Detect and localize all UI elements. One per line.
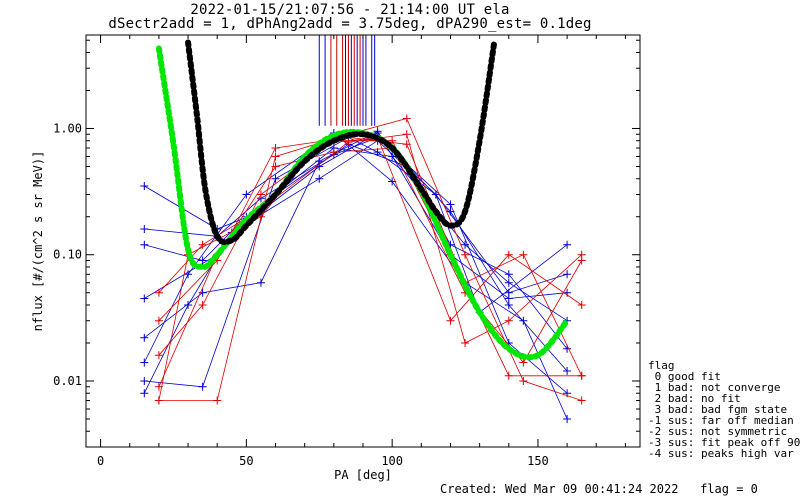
red-point	[154, 316, 163, 325]
legend-title: flag	[648, 359, 675, 372]
blue-series-line	[144, 136, 568, 394]
red-point	[577, 300, 586, 309]
red-point	[504, 371, 513, 380]
y-axis-label: nflux [#/(cm^2 s sr MeV)]	[31, 151, 45, 332]
blue-point	[563, 240, 572, 249]
y-tick-label: 0.01	[53, 374, 82, 388]
blue-series-line	[144, 143, 568, 350]
red-point	[577, 371, 586, 380]
red-point	[213, 396, 222, 405]
chart-subtitle: dSectr2add = 1, dPhAng2add = 3.75deg, dP…	[108, 16, 592, 32]
red-point	[256, 190, 265, 199]
blue-point	[504, 270, 513, 279]
chart-title: 2022-01-15/21:07:56 - 21:14:00 UT ela	[190, 2, 510, 18]
blue-point	[373, 148, 382, 157]
blue-point	[446, 200, 455, 209]
blue-point	[563, 414, 572, 423]
blue-point	[140, 240, 149, 249]
legend-entry: 1 bad: not converge	[648, 381, 781, 394]
red-point	[461, 250, 470, 259]
legend-entry: 0 good fit	[648, 370, 721, 383]
x-tick-label: 150	[527, 454, 549, 468]
red-point	[198, 240, 207, 249]
blue-point	[140, 294, 149, 303]
blue-point	[140, 389, 149, 398]
red-point	[577, 396, 586, 405]
x-tick-label: 100	[381, 454, 403, 468]
blue-point	[140, 358, 149, 367]
blue-point	[563, 270, 572, 279]
red-point	[461, 338, 470, 347]
red-series-line	[158, 136, 582, 401]
legend-entry: -3 sus: fit peak off 90	[648, 436, 800, 449]
y-tick-label: 0.10	[53, 248, 82, 262]
red-point	[154, 382, 163, 391]
blue-point	[256, 278, 265, 287]
blue-point	[315, 174, 324, 183]
red-point	[504, 250, 513, 259]
legend-entry: -4 sus: peaks high var	[648, 447, 794, 460]
flag-legend: flag 0 good fit 1 bad: not converge 2 ba…	[648, 360, 800, 459]
blue-point	[431, 190, 440, 199]
red-point	[271, 152, 280, 161]
red-point	[271, 162, 280, 171]
legend-entry: -2 sus: not symmetric	[648, 425, 788, 438]
red-point	[446, 316, 455, 325]
x-tick-label: 50	[239, 454, 253, 468]
red-point	[504, 316, 513, 325]
blue-point	[184, 300, 193, 309]
red-point	[519, 358, 528, 367]
blue-point	[519, 316, 528, 325]
red-point	[154, 351, 163, 360]
blue-point	[184, 270, 193, 279]
red-point	[198, 300, 207, 309]
red-series-line	[158, 118, 582, 401]
blue-point	[461, 240, 470, 249]
red-point	[344, 138, 353, 147]
red-point	[388, 136, 397, 145]
x-axis-label: PA [deg]	[334, 468, 392, 482]
blue-series-line	[144, 147, 568, 322]
blue-series-line	[144, 132, 568, 372]
footer-created: Created: Wed Mar 09 00:41:24 2022 flag =…	[440, 482, 758, 496]
red-series-line	[158, 140, 582, 377]
blue-series-line	[143, 140, 568, 394]
blue-point	[198, 382, 207, 391]
blue-point	[140, 333, 149, 342]
red-point	[154, 396, 163, 405]
fit-curves	[155, 39, 571, 361]
black-fit-curve	[185, 39, 498, 246]
x-tick-label: 0	[97, 454, 104, 468]
red-point	[329, 148, 338, 157]
red-point	[154, 288, 163, 297]
green-fit-curve	[155, 45, 571, 361]
axes: 0 50 100 150 1.00 0.10 0.01 PA [deg] nflux [#/(c…	[31, 34, 641, 482]
legend-entry: 2 bad: no fit	[648, 392, 741, 405]
blue-series-line	[143, 132, 568, 420]
blue-series-line	[144, 130, 568, 339]
blue-point	[140, 224, 149, 233]
red-series-line	[158, 136, 583, 376]
legend-entry: 3 bad: bad fgm state	[648, 403, 788, 416]
red-point	[577, 250, 586, 259]
legend-entry: -1 sus: far off median	[648, 414, 794, 427]
red-point	[402, 114, 411, 123]
y-tick-label: 1.00	[53, 121, 82, 135]
blue-point	[271, 174, 280, 183]
blue-series-line	[144, 136, 568, 388]
blue-point	[504, 278, 513, 287]
blue-point	[198, 288, 207, 297]
red-point	[402, 130, 411, 139]
vertical-marker-lines	[318, 35, 376, 126]
blue-point	[242, 190, 251, 199]
blue-point	[140, 182, 149, 191]
blue-point	[140, 376, 149, 385]
blue-point	[563, 366, 572, 375]
red-point	[519, 376, 528, 385]
red-point	[271, 144, 280, 153]
red-point	[519, 250, 528, 259]
